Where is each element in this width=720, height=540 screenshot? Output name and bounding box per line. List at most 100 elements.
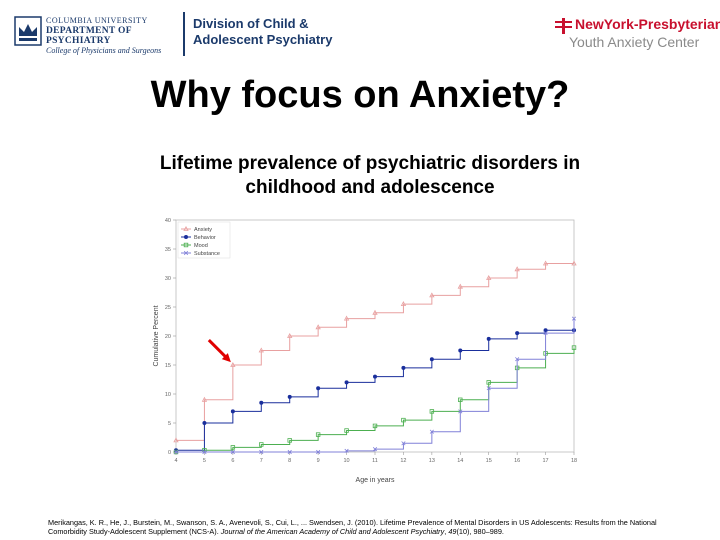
data-point-anxiety: [315, 324, 321, 330]
data-point-anxiety: [372, 309, 378, 315]
x-tick-label: 18: [571, 458, 577, 464]
cu-line1: COLUMBIA UNIVERSITY: [46, 16, 148, 25]
y-tick-label: 10: [165, 392, 171, 398]
data-point-mood: [372, 423, 378, 429]
legend-marker: [184, 235, 188, 239]
x-tick-label: 5: [203, 458, 206, 464]
data-point-substance: [372, 447, 378, 452]
data-point-substance: [316, 449, 321, 455]
chart-subtitle: Lifetime prevalence of psychiatric disor…: [100, 152, 640, 200]
data-point-anxiety: [230, 361, 236, 367]
data-point-mood: [259, 442, 264, 447]
cu-line2: DEPARTMENT OF PSYCHIATRY: [46, 26, 132, 46]
data-point-substance: [173, 449, 179, 455]
data-point-behavior: [543, 328, 548, 333]
data-point-substance: [202, 449, 207, 455]
subtitle-line1: Lifetime prevalence of psychiatric disor…: [159, 153, 581, 174]
data-point-anxiety: [486, 274, 492, 280]
data-point-anxiety: [400, 301, 407, 306]
data-point-behavior: [373, 374, 377, 379]
data-point-behavior: [230, 409, 235, 414]
division-line1: Division of Child &: [193, 16, 309, 31]
legend-marker: [183, 225, 189, 231]
citation-text: Merikangas, K. R., He, J., Burstein, M.,…: [48, 518, 657, 536]
x-tick-label: 8: [288, 458, 291, 464]
data-point-behavior: [316, 386, 321, 391]
y-axis-label: Cumulative Percent: [153, 305, 160, 366]
legend-marker: [183, 250, 189, 256]
citation-volume: 49: [448, 527, 457, 536]
x-tick-label: 11: [372, 458, 378, 464]
data-point-substance: [344, 448, 349, 453]
series-line-behavior: [176, 329, 574, 451]
data-point-substance: [543, 331, 548, 336]
division-name: Division of Child & Adolescent Psychiatr…: [193, 16, 332, 48]
data-point-behavior: [458, 348, 463, 353]
annotation-arrow: [207, 339, 229, 361]
x-tick-label: 13: [429, 458, 435, 464]
data-point-mood: [401, 417, 406, 423]
x-tick-label: 15: [486, 458, 492, 464]
data-point-substance: [230, 449, 235, 455]
nyp-logo: NewYork-Presbyterian Youth Anxiety Cente…: [555, 14, 720, 54]
data-point-anxiety: [429, 292, 435, 298]
legend-label: Substance: [194, 251, 220, 257]
header-divider: [183, 12, 185, 56]
x-axis-label: Age in years: [356, 477, 395, 484]
data-point-anxiety: [258, 347, 264, 353]
data-point-substance: [486, 386, 491, 391]
columbia-logo: COLUMBIA UNIVERSITY DEPARTMENT OF PSYCHI…: [14, 12, 184, 55]
data-point-behavior: [202, 421, 207, 425]
data-point-mood: [458, 397, 463, 402]
data-point-substance: [429, 429, 434, 434]
nyp-mark-icon: [555, 18, 572, 34]
data-point-mood: [486, 380, 491, 385]
data-point-behavior: [344, 380, 349, 385]
data-point-anxiety: [514, 266, 520, 272]
data-point-substance: [458, 409, 463, 414]
data-point-behavior: [287, 394, 292, 399]
data-point-mood: [344, 428, 349, 433]
x-tick-label: 17: [543, 458, 549, 464]
data-point-mood: [315, 432, 321, 437]
data-point-substance: [571, 316, 577, 321]
data-point-behavior: [259, 400, 264, 405]
citation: Merikangas, K. R., He, J., Burstein, M.,…: [48, 518, 657, 536]
x-tick-label: 10: [344, 458, 350, 464]
data-point-substance: [287, 449, 292, 455]
data-point-mood: [429, 409, 435, 414]
citation-issue: (10): [456, 527, 470, 536]
x-tick-label: 14: [457, 458, 463, 464]
x-tick-label: 4: [174, 458, 177, 464]
data-point-substance: [515, 357, 520, 362]
data-point-mood: [230, 445, 236, 450]
nyp-subtitle: Youth Anxiety Center: [569, 34, 700, 50]
data-point-anxiety: [343, 315, 350, 321]
x-tick-label: 16: [514, 458, 520, 464]
series-line-substance: [176, 318, 575, 453]
legend-label: Behavior: [194, 235, 216, 241]
data-point-anxiety: [201, 396, 208, 402]
y-tick-label: 0: [168, 450, 171, 456]
y-tick-label: 5: [168, 421, 171, 427]
citation-journal: Journal of the American Academy of Child…: [220, 527, 445, 536]
plot-frame: [175, 219, 575, 453]
legend-label: Mood: [194, 243, 208, 249]
y-tick-label: 40: [165, 218, 171, 224]
data-point-behavior: [429, 357, 434, 362]
data-point-behavior: [401, 365, 406, 370]
cu-line3: College of Physicians and Surgeons: [46, 46, 162, 55]
data-point-anxiety: [542, 260, 549, 266]
y-tick-label: 15: [165, 363, 171, 369]
data-point-behavior: [515, 331, 520, 336]
page-title: Why focus on Anxiety?: [150, 74, 570, 116]
data-point-anxiety: [173, 437, 179, 443]
series-line-mood: [176, 347, 575, 453]
legend-label: Anxiety: [194, 227, 212, 233]
nyp-name: NewYork-Presbyterian: [575, 16, 720, 32]
y-tick-label: 25: [165, 305, 171, 311]
citation-pages: , 980–989.: [469, 527, 504, 536]
series-line-anxiety: [176, 263, 574, 441]
data-point-mood: [571, 345, 577, 350]
legend-marker: [183, 242, 189, 248]
